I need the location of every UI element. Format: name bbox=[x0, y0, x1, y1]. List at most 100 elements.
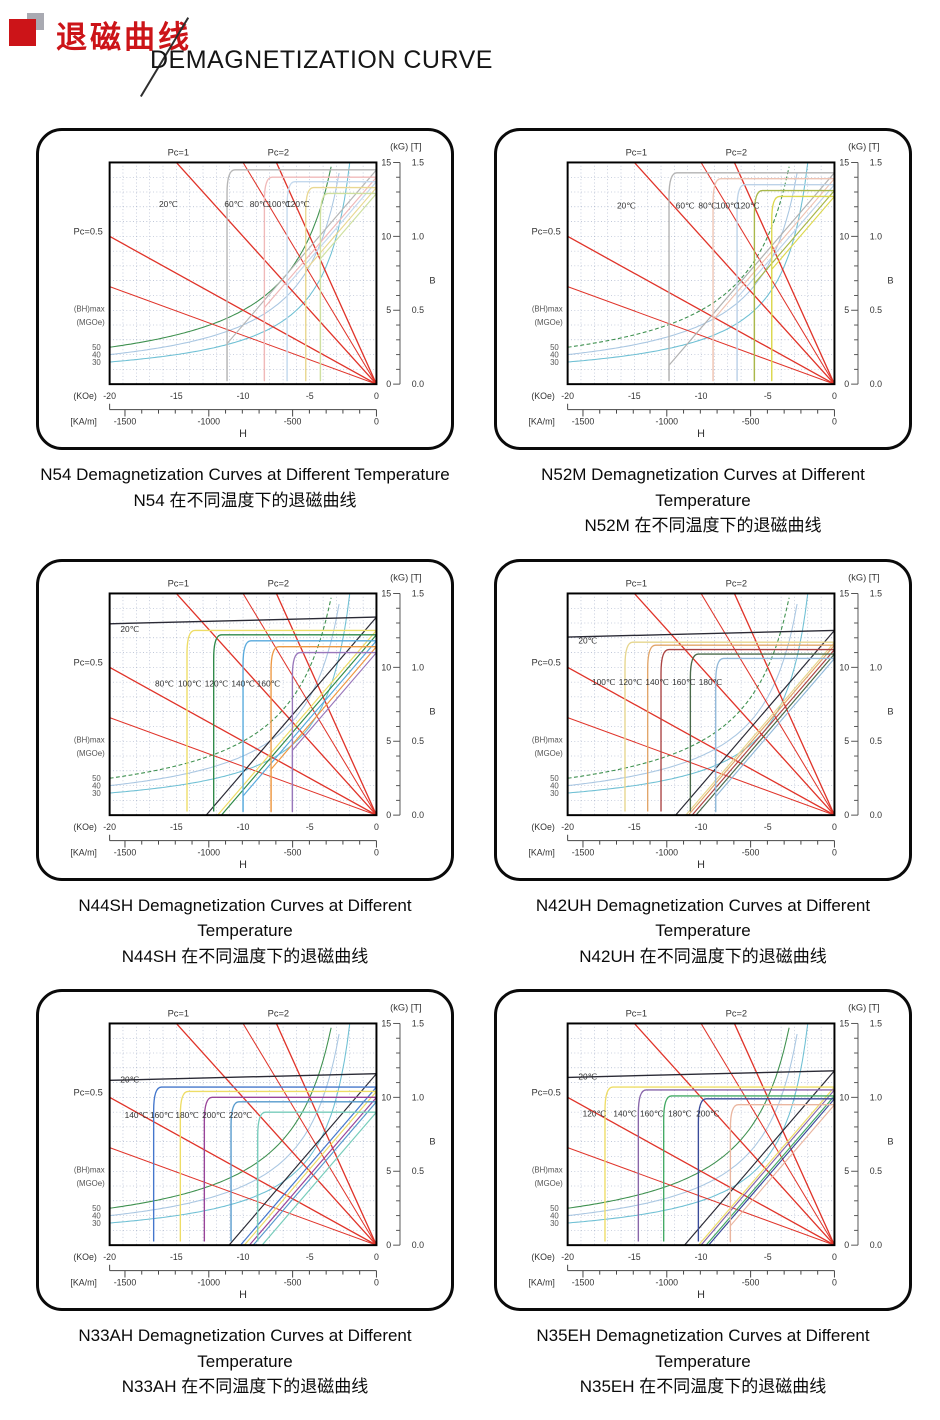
svg-text:10: 10 bbox=[381, 231, 391, 241]
svg-text:5: 5 bbox=[844, 1166, 849, 1176]
page-title-zh: 退磁曲线 bbox=[56, 20, 192, 55]
demag-chart-n42uh: 20℃ 100℃ 120℃ 140℃ 160℃ 180℃ Pc=1 Pc=2 Pc=0.5 (BH… bbox=[528, 572, 893, 871]
svg-text:20℃: 20℃ bbox=[578, 635, 597, 645]
svg-text:0.0: 0.0 bbox=[870, 810, 882, 820]
svg-text:140℃: 140℃ bbox=[645, 677, 668, 687]
svg-text:Pc=0.5: Pc=0.5 bbox=[74, 226, 103, 236]
svg-text:40: 40 bbox=[92, 1212, 101, 1221]
svg-text:-500: -500 bbox=[284, 1277, 302, 1287]
svg-text:-5: -5 bbox=[306, 821, 314, 831]
chart-caption-n42uh: N42UH Demagnetization Curves at Differen… bbox=[494, 893, 912, 970]
svg-text:140℃: 140℃ bbox=[125, 1110, 148, 1120]
svg-text:160℃: 160℃ bbox=[640, 1109, 663, 1119]
svg-text:B: B bbox=[429, 276, 435, 286]
svg-text:Pc=1: Pc=1 bbox=[626, 578, 647, 588]
svg-text:180℃: 180℃ bbox=[175, 1110, 198, 1120]
svg-text:40: 40 bbox=[550, 351, 559, 360]
svg-text:-10: -10 bbox=[237, 391, 250, 401]
chart-caption-n35eh: N35EH Demagnetization Curves at Differen… bbox=[494, 1323, 912, 1400]
svg-text:20℃: 20℃ bbox=[578, 1072, 597, 1082]
svg-text:-500: -500 bbox=[742, 1277, 760, 1287]
svg-text:(BH)max: (BH)max bbox=[532, 1166, 563, 1175]
svg-text:0: 0 bbox=[386, 1240, 391, 1250]
chart-caption-n44sh: N44SH Demagnetization Curves at Differen… bbox=[36, 893, 454, 970]
svg-text:H: H bbox=[697, 859, 705, 871]
svg-text:100℃: 100℃ bbox=[178, 678, 201, 688]
svg-text:(BH)max: (BH)max bbox=[74, 305, 105, 314]
svg-text:0: 0 bbox=[386, 810, 391, 820]
svg-text:-15: -15 bbox=[628, 1252, 641, 1262]
svg-text:160℃: 160℃ bbox=[150, 1110, 173, 1120]
svg-text:0.5: 0.5 bbox=[870, 1166, 882, 1176]
svg-text:10: 10 bbox=[381, 1092, 391, 1102]
svg-text:1.0: 1.0 bbox=[870, 1092, 882, 1102]
svg-text:200℃: 200℃ bbox=[202, 1110, 225, 1120]
svg-text:100℃: 100℃ bbox=[716, 200, 739, 210]
svg-text:120℃: 120℃ bbox=[286, 199, 309, 209]
svg-text:30: 30 bbox=[92, 788, 101, 797]
svg-text:[KA/m]: [KA/m] bbox=[528, 847, 554, 857]
svg-text:0.5: 0.5 bbox=[412, 305, 424, 315]
chart-cell-n42uh: 20℃ 100℃ 120℃ 140℃ 160℃ 180℃ Pc=1 Pc=2 Pc=0.5 (BH… bbox=[494, 558, 914, 970]
svg-text:[KA/m]: [KA/m] bbox=[70, 416, 96, 426]
svg-text:B: B bbox=[887, 706, 893, 716]
svg-text:60℃: 60℃ bbox=[676, 200, 695, 210]
svg-text:0: 0 bbox=[374, 391, 379, 401]
svg-text:50: 50 bbox=[92, 774, 101, 783]
svg-text:(MGOe): (MGOe) bbox=[534, 749, 563, 758]
svg-text:Pc=0.5: Pc=0.5 bbox=[74, 657, 103, 667]
svg-text:-1000: -1000 bbox=[656, 416, 679, 426]
svg-text:0: 0 bbox=[844, 379, 849, 389]
svg-text:-20: -20 bbox=[103, 821, 116, 831]
svg-text:Pc=2: Pc=2 bbox=[726, 148, 747, 158]
svg-text:(kG) [T]: (kG) [T] bbox=[390, 572, 422, 582]
svg-text:(kG) [T]: (kG) [T] bbox=[848, 142, 880, 152]
svg-text:120℃: 120℃ bbox=[205, 678, 228, 688]
brand-square-icon bbox=[9, 19, 36, 46]
caption-en: N35EH Demagnetization Curves at Differen… bbox=[536, 1326, 870, 1371]
chart-cell-n54: 20℃ 60℃ 80℃ 100℃ 120℃ Pc=1 Pc=2 Pc=0.5 (BH)max (M… bbox=[36, 128, 456, 539]
svg-text:1.5: 1.5 bbox=[412, 588, 424, 598]
svg-text:15: 15 bbox=[381, 1018, 391, 1028]
svg-text:0.5: 0.5 bbox=[412, 1166, 424, 1176]
svg-text:[KA/m]: [KA/m] bbox=[528, 1277, 554, 1287]
svg-text:Pc=1: Pc=1 bbox=[626, 1009, 647, 1019]
curves bbox=[109, 1023, 377, 1246]
grid bbox=[567, 162, 835, 385]
svg-text:B: B bbox=[887, 276, 893, 286]
page-header: 退磁曲线 DEMAGNETIZATION CURVE bbox=[0, 0, 940, 100]
caption-zh: N42UH 在不同温度下的退磁曲线 bbox=[579, 946, 827, 966]
svg-text:15: 15 bbox=[381, 157, 391, 167]
svg-text:(MGOe): (MGOe) bbox=[534, 318, 563, 327]
svg-text:0: 0 bbox=[374, 821, 379, 831]
svg-text:30: 30 bbox=[550, 788, 559, 797]
svg-text:20℃: 20℃ bbox=[120, 1075, 139, 1085]
svg-text:-1500: -1500 bbox=[572, 1277, 595, 1287]
svg-text:B: B bbox=[429, 706, 435, 716]
svg-text:H: H bbox=[239, 428, 247, 440]
caption-zh: N35EH 在不同温度下的退磁曲线 bbox=[579, 1377, 827, 1396]
svg-text:-500: -500 bbox=[742, 416, 760, 426]
svg-text:80℃: 80℃ bbox=[698, 200, 717, 210]
svg-text:(kG) [T]: (kG) [T] bbox=[390, 142, 422, 152]
svg-text:H: H bbox=[697, 428, 705, 440]
svg-text:160℃: 160℃ bbox=[257, 678, 280, 688]
svg-text:0.0: 0.0 bbox=[870, 379, 882, 389]
svg-text:Pc=2: Pc=2 bbox=[268, 148, 289, 158]
svg-text:Pc=2: Pc=2 bbox=[268, 578, 289, 588]
svg-text:30: 30 bbox=[92, 358, 101, 367]
svg-text:-10: -10 bbox=[695, 821, 708, 831]
svg-text:0: 0 bbox=[832, 1277, 837, 1287]
svg-text:-15: -15 bbox=[170, 821, 183, 831]
svg-text:Pc=0.5: Pc=0.5 bbox=[532, 1087, 561, 1097]
svg-text:Pc=0.5: Pc=0.5 bbox=[532, 226, 561, 236]
caption-zh: N52M 在不同温度下的退磁曲线 bbox=[584, 516, 822, 535]
svg-text:100℃: 100℃ bbox=[592, 677, 615, 687]
page-title-en: DEMAGNETIZATION CURVE bbox=[150, 46, 493, 74]
svg-text:15: 15 bbox=[839, 1018, 849, 1028]
svg-text:H: H bbox=[697, 1289, 705, 1301]
svg-text:0: 0 bbox=[832, 1252, 837, 1262]
svg-text:50: 50 bbox=[92, 343, 101, 352]
